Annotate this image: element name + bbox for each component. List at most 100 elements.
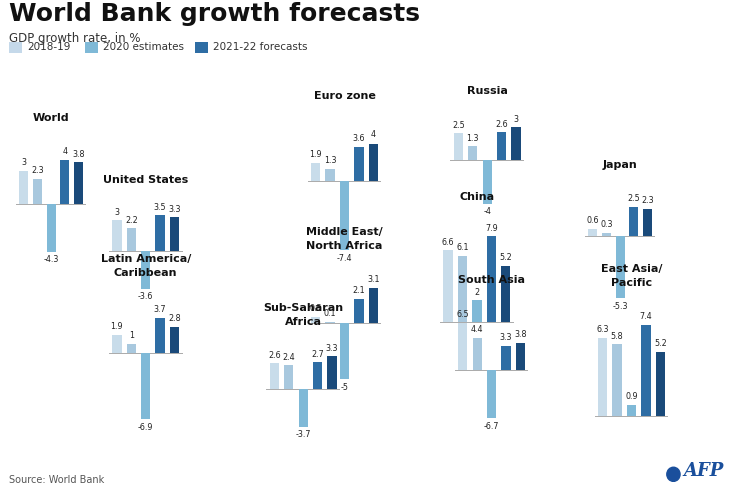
Bar	[170, 327, 180, 353]
Bar	[468, 146, 478, 161]
Bar	[155, 318, 165, 353]
Bar	[127, 344, 136, 353]
Text: 2.2: 2.2	[125, 216, 138, 225]
Bar	[311, 317, 320, 323]
Text: 0.5: 0.5	[309, 304, 322, 313]
Bar	[340, 323, 349, 380]
Bar	[155, 215, 165, 251]
Text: World Bank growth forecasts: World Bank growth forecasts	[9, 2, 420, 27]
Bar	[627, 405, 636, 416]
Text: Latin America/: Latin America/	[101, 254, 191, 264]
Bar	[516, 343, 526, 370]
Text: 3.3: 3.3	[169, 205, 181, 214]
Bar	[325, 169, 335, 181]
Text: 3.3: 3.3	[500, 333, 512, 342]
Bar	[641, 325, 651, 416]
Bar	[588, 229, 597, 236]
Bar	[46, 204, 56, 252]
Text: World: World	[33, 113, 69, 123]
Text: 1: 1	[129, 330, 134, 340]
Bar	[325, 322, 335, 323]
Bar	[33, 179, 42, 204]
Text: 3: 3	[21, 159, 26, 167]
Bar	[629, 207, 638, 236]
Text: 1.3: 1.3	[467, 134, 479, 143]
Bar	[340, 181, 349, 250]
Text: -3.6: -3.6	[138, 292, 153, 300]
Text: 2020 estimates: 2020 estimates	[103, 42, 184, 52]
Text: -4.3: -4.3	[43, 255, 59, 265]
Bar	[487, 370, 496, 418]
Text: 0.3: 0.3	[600, 220, 612, 229]
Text: Middle East/: Middle East/	[306, 227, 383, 237]
Bar	[141, 353, 150, 419]
Bar	[269, 363, 279, 389]
Text: GDP growth rate, in %: GDP growth rate, in %	[9, 32, 141, 45]
Text: China: China	[459, 192, 495, 202]
Bar	[501, 346, 511, 370]
Bar	[443, 250, 453, 322]
Text: -4: -4	[484, 207, 491, 217]
Text: -6.7: -6.7	[484, 422, 500, 431]
Bar	[497, 132, 506, 161]
Bar	[313, 362, 322, 389]
Text: AFP: AFP	[683, 462, 723, 480]
Bar	[458, 323, 467, 370]
Bar	[127, 228, 136, 251]
Text: 2.5: 2.5	[452, 121, 464, 130]
Bar	[643, 209, 652, 236]
Text: Euro zone: Euro zone	[314, 91, 375, 101]
Text: 5.8: 5.8	[611, 332, 623, 341]
Text: Japan: Japan	[603, 160, 637, 170]
Bar	[299, 389, 308, 427]
Text: 1.3: 1.3	[324, 156, 336, 164]
Bar	[656, 352, 665, 416]
Bar	[112, 335, 121, 353]
Bar	[473, 338, 482, 370]
Text: -7.4: -7.4	[336, 254, 353, 263]
Text: 2.6: 2.6	[268, 351, 280, 360]
Text: Russia: Russia	[467, 86, 508, 96]
Bar	[112, 220, 121, 251]
Text: 3.8: 3.8	[514, 330, 527, 339]
Bar	[369, 143, 378, 181]
Text: 2: 2	[475, 288, 479, 297]
Bar	[141, 251, 150, 289]
Text: 3: 3	[114, 208, 119, 217]
Text: East Asia/: East Asia/	[601, 264, 662, 274]
Text: 2.1: 2.1	[353, 286, 365, 296]
Text: Africa: Africa	[285, 317, 322, 327]
Circle shape	[667, 467, 680, 481]
Text: 7.4: 7.4	[640, 312, 652, 321]
Bar	[615, 236, 625, 299]
Text: 4: 4	[63, 147, 68, 156]
Text: 6.5: 6.5	[456, 310, 469, 320]
Text: 7.9: 7.9	[485, 224, 498, 233]
Text: 2021-22 forecasts: 2021-22 forecasts	[213, 42, 308, 52]
Text: 0.6: 0.6	[587, 217, 599, 225]
Bar	[60, 160, 69, 204]
Text: 2018-19: 2018-19	[27, 42, 71, 52]
Bar	[453, 133, 463, 161]
Bar	[483, 161, 492, 204]
Text: 3.8: 3.8	[72, 150, 85, 159]
Text: 2.6: 2.6	[495, 120, 508, 129]
Text: United States: United States	[103, 175, 188, 185]
Text: North Africa: North Africa	[306, 241, 383, 251]
Text: 3.5: 3.5	[154, 203, 166, 212]
Text: -5: -5	[341, 383, 348, 392]
Bar	[311, 163, 320, 181]
Text: 1.9: 1.9	[309, 150, 322, 159]
Text: 1.9: 1.9	[110, 322, 123, 331]
Text: 4: 4	[371, 130, 376, 139]
Bar	[612, 344, 622, 416]
Text: 2.3: 2.3	[641, 196, 654, 205]
Text: 5.2: 5.2	[654, 339, 667, 348]
Bar	[501, 266, 511, 322]
Text: 2.8: 2.8	[169, 314, 181, 323]
Text: 3.3: 3.3	[326, 344, 339, 353]
Text: 5.2: 5.2	[500, 253, 512, 262]
Text: 6.3: 6.3	[596, 326, 609, 334]
Text: -6.9: -6.9	[138, 423, 154, 432]
Text: 3.6: 3.6	[353, 134, 365, 143]
